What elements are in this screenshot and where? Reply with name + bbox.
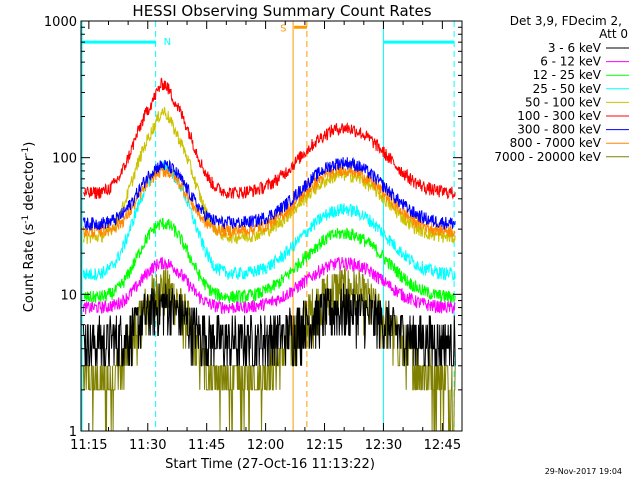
footer-timestamp: 29-Nov-2017 19:04 <box>545 467 622 476</box>
series-line <box>82 283 456 367</box>
y-tick-label: 10 <box>60 288 77 303</box>
legend-label: 6 - 12 keV <box>540 55 602 69</box>
plot-frame <box>80 20 463 432</box>
y-axis-label-part1: Count Rate (s <box>22 224 37 313</box>
y-tick-label: 100 <box>52 152 77 167</box>
legend-header-line1: Det 3,9, FDecim 2, <box>510 14 622 28</box>
legend-label: 100 - 300 keV <box>517 109 601 123</box>
x-axis-label: Start Time (27-Oct-16 11:13:22) <box>165 457 375 472</box>
series-line <box>82 163 456 239</box>
axes: 11:15 11:30 11:45 12:00 12:15 12:30 12:45 1 10 10… <box>44 15 463 453</box>
x-tick-label: 12:30 <box>365 438 402 453</box>
x-tick-label: 11:30 <box>129 438 166 453</box>
legend-label: 50 - 100 keV <box>525 95 602 109</box>
x-tick-label: 12:15 <box>306 438 343 453</box>
x-tick-label: 11:15 <box>70 438 107 453</box>
legend-label: 12 - 25 keV <box>533 68 602 82</box>
x-tick-label: 12:00 <box>247 438 284 453</box>
series-line <box>82 217 456 304</box>
series-line <box>82 77 456 200</box>
night-label: N <box>164 37 171 48</box>
legend-header-line2: Att 0 <box>599 27 628 41</box>
y-axis-label-part2: detector <box>22 155 37 215</box>
y-axis-label-part3: ) <box>22 142 37 147</box>
x-tick-label: 12:45 <box>424 438 461 453</box>
saa-label: S <box>280 23 286 34</box>
legend-label: 25 - 50 keV <box>533 82 602 96</box>
legend-label: 300 - 800 keV <box>517 123 601 137</box>
series-line <box>82 156 456 231</box>
series-line <box>82 256 456 315</box>
legend-label: 7000 - 20000 keV <box>494 150 601 164</box>
series-line <box>82 266 456 432</box>
y-tick-label: 1000 <box>44 15 77 30</box>
x-tick-label: 11:45 <box>188 438 225 453</box>
legend-label: 3 - 6 keV <box>548 41 602 55</box>
chart-title: HESSI Observing Summary Count Rates <box>132 2 431 20</box>
y-tick-label: 1 <box>69 425 77 440</box>
y-axis-label: Count Rate (s-1 detector-1) <box>21 142 37 313</box>
y-axis-label-exp2: -1 <box>21 147 31 156</box>
legend-label: 800 - 7000 keV <box>510 136 602 150</box>
series-layer <box>82 77 456 432</box>
y-axis-label-exp1: -1 <box>21 215 31 224</box>
